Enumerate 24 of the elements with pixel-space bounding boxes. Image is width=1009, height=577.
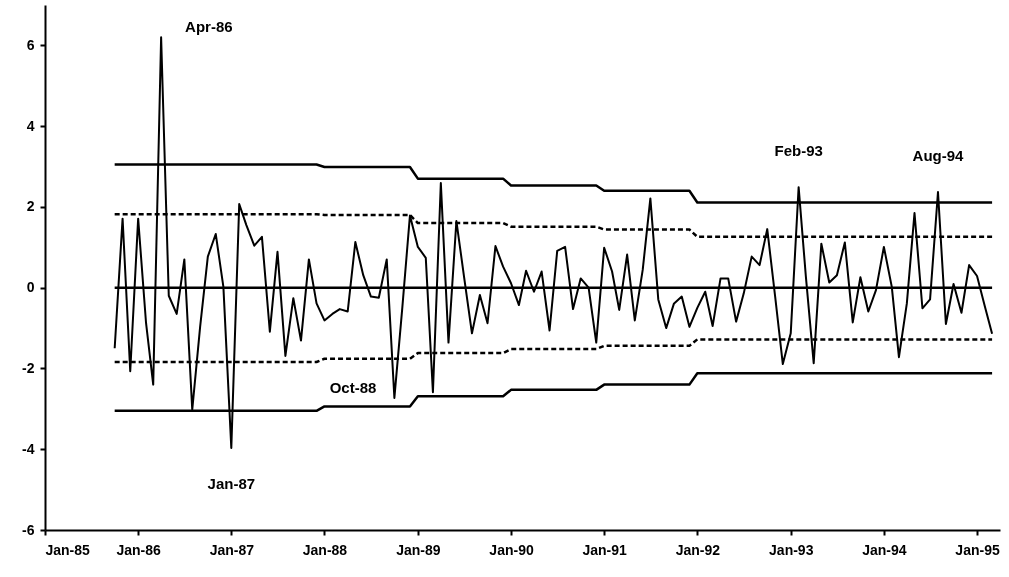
annotation: Jan-87 — [207, 475, 256, 493]
y-tick-label: -6 — [22, 521, 35, 538]
x-tick-label: Jan-89 — [396, 541, 441, 558]
y-tick-label: -2 — [22, 359, 35, 376]
x-tick-label: Jan-88 — [302, 541, 348, 558]
x-tick-label: Jan-86 — [116, 541, 162, 558]
x-tick-label: Jan-94 — [862, 541, 907, 558]
x-tick-label: Jan-92 — [675, 541, 721, 558]
x-tick-label: Jan-85 — [45, 541, 91, 558]
y-tick-label: -4 — [22, 440, 35, 457]
y-tick-label: 4 — [26, 117, 35, 134]
annotation: Feb-93 — [774, 142, 823, 160]
annotation: Oct-88 — [329, 378, 377, 396]
y-tick-label: 2 — [26, 198, 35, 215]
x-tick-label: Jan-93 — [769, 541, 814, 558]
y-tick-label: 6 — [26, 36, 35, 53]
x-tick-label: Jan-87 — [209, 541, 255, 558]
x-tick-label: Jan-91 — [582, 541, 628, 558]
x-tick-label: Jan-90 — [489, 541, 534, 558]
annotation: Aug-94 — [912, 146, 965, 164]
x-tick-label: Jan-95 — [955, 541, 1000, 558]
annotation: Apr-86 — [185, 18, 233, 36]
y-tick-label: 0 — [26, 279, 35, 296]
line-series — [113, 36, 994, 450]
